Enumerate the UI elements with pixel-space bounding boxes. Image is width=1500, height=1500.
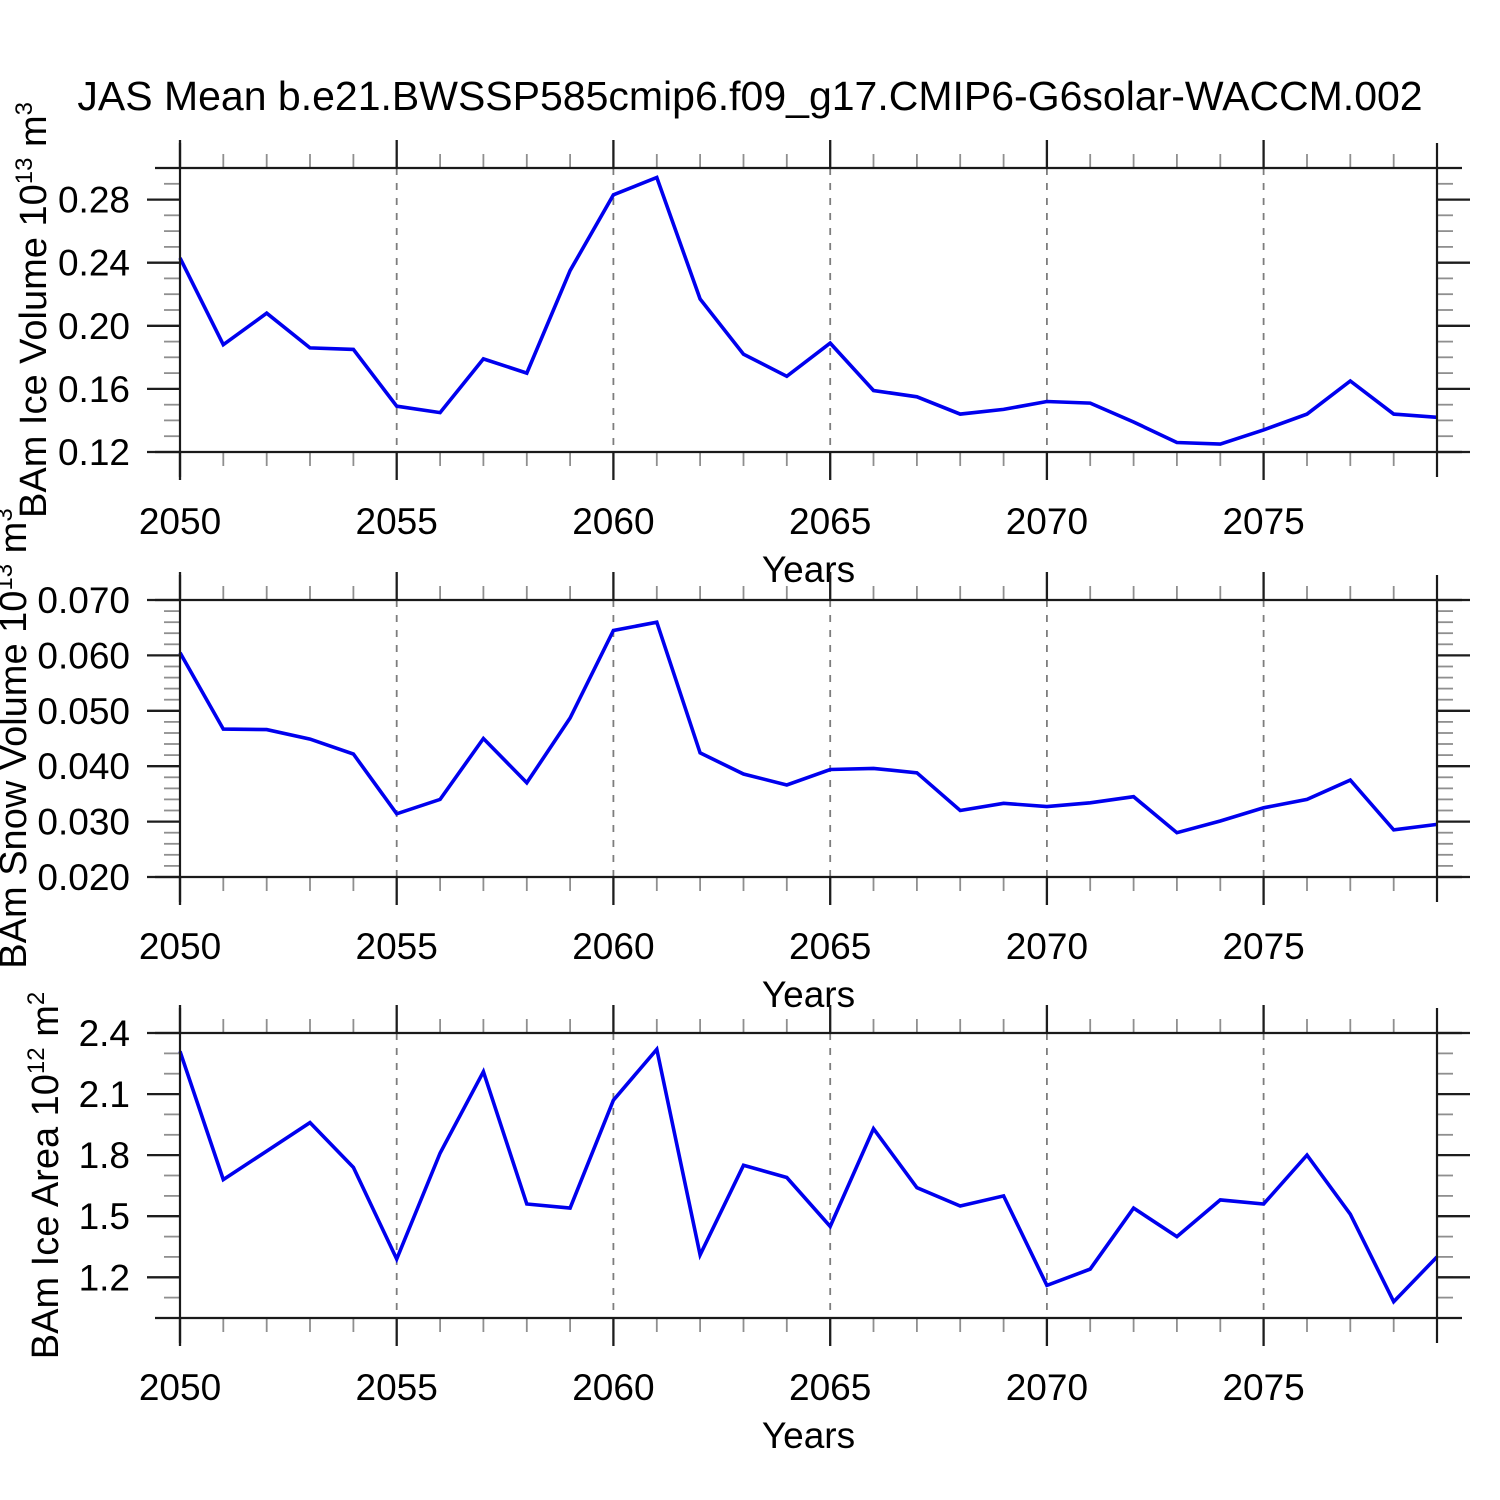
snow-volume-xtick-label: 2050 [139,926,221,967]
ice-volume-line [178,175,1438,446]
snow-volume-x-axis-title: Years [762,974,855,1015]
snow-volume-y-axis-title: BAm Snow Volume 1013 m3 [0,508,35,968]
ice-volume-y-minor-ticks [164,167,1453,453]
ice-area-ytick-label: 1.2 [79,1257,130,1298]
ice-volume-ytick-label: 0.12 [58,432,130,473]
ice-area-y-major-ticks: 1.2 1.5 1.8 2.1 2.4 [79,1013,1470,1298]
snow-volume-ytick-label: 0.020 [37,857,130,898]
snow-volume-gridlines [395,600,1265,877]
ice-area-xtick-labels: 2050 2055 2060 2065 2070 2075 [139,1367,1305,1408]
ice-volume-y-major-ticks: 0.12 0.16 0.20 0.24 0.28 [58,180,1470,473]
snow-volume-line [178,620,1438,835]
ice-area-xtick-label: 2070 [1006,1367,1088,1408]
snow-volume-x-ticks [178,572,1438,905]
ice-volume-x-axis-title: Years [762,549,855,590]
ice-volume-ytick-label: 0.28 [58,180,130,221]
ice-volume-xtick-label: 2060 [572,501,654,542]
ice-volume-xtick-label: 2065 [789,501,871,542]
ice-area-x-axis-title: Years [762,1415,855,1456]
snow-volume-ytick-label: 0.050 [37,691,130,732]
snow-volume-ytick-label: 0.070 [37,580,130,621]
ice-area-frame [155,1008,1462,1343]
panel-ice-volume: 0.12 0.16 0.20 0.24 0.28 2050 2055 2060 2065 2070… [11,102,1470,590]
ice-area-xtick-label: 2050 [139,1367,221,1408]
ice-area-ytick-label: 2.1 [79,1074,130,1115]
snow-volume-xtick-label: 2055 [356,926,438,967]
snow-volume-ytick-label: 0.040 [37,746,130,787]
chart-title: JAS Mean b.e21.BWSSP585cmip6.f09_g17.CMI… [77,73,1423,119]
ice-area-ytick-label: 1.8 [79,1135,130,1176]
ice-area-y-axis-title: BAm Ice Area 1012 m2 [23,992,67,1359]
snow-volume-xtick-label: 2060 [572,926,654,967]
ice-area-x-ticks [178,1005,1438,1346]
ice-volume-x-ticks [178,140,1438,480]
ice-volume-xtick-labels: 2050 2055 2060 2065 2070 2075 [139,501,1305,542]
ice-volume-y-axis-title: BAm Ice Volume 1013 m3 [11,102,55,518]
ice-volume-xtick-label: 2075 [1222,501,1304,542]
ice-volume-xtick-label: 2070 [1006,501,1088,542]
ice-volume-frame [155,143,1462,477]
snow-volume-y-major-ticks: 0.020 0.030 0.040 0.050 0.060 0.070 [37,580,1470,898]
ice-volume-gridlines [395,168,1265,452]
ice-volume-xtick-label: 2050 [139,501,221,542]
ice-volume-xtick-label: 2055 [356,501,438,542]
ice-area-xtick-label: 2065 [789,1367,871,1408]
snow-volume-y-minor-ticks [164,599,1453,878]
ice-area-xtick-label: 2055 [356,1367,438,1408]
snow-volume-ytick-label: 0.060 [37,635,130,676]
snow-volume-xtick-label: 2075 [1222,926,1304,967]
ice-area-line [178,1045,1439,1305]
panel-ice-area: 1.2 1.5 1.8 2.1 2.4 2050 2055 2060 2065 2070 2075 Y… [23,992,1470,1456]
ice-volume-ytick-label: 0.16 [58,369,130,410]
ice-area-ytick-label: 2.4 [79,1013,130,1054]
ice-volume-ytick-label: 0.24 [58,243,130,284]
ice-area-xtick-label: 2075 [1222,1367,1304,1408]
snow-volume-frame [155,575,1462,902]
snow-volume-xtick-label: 2070 [1006,926,1088,967]
ice-area-gridlines [395,1033,1265,1318]
ice-area-ytick-label: 1.5 [79,1196,130,1237]
snow-volume-xtick-label: 2065 [789,926,871,967]
snow-volume-ytick-label: 0.030 [37,802,130,843]
snow-volume-xtick-labels: 2050 2055 2060 2065 2070 2075 [139,926,1305,967]
ice-volume-ytick-label: 0.20 [58,306,130,347]
ice-area-xtick-label: 2060 [572,1367,654,1408]
